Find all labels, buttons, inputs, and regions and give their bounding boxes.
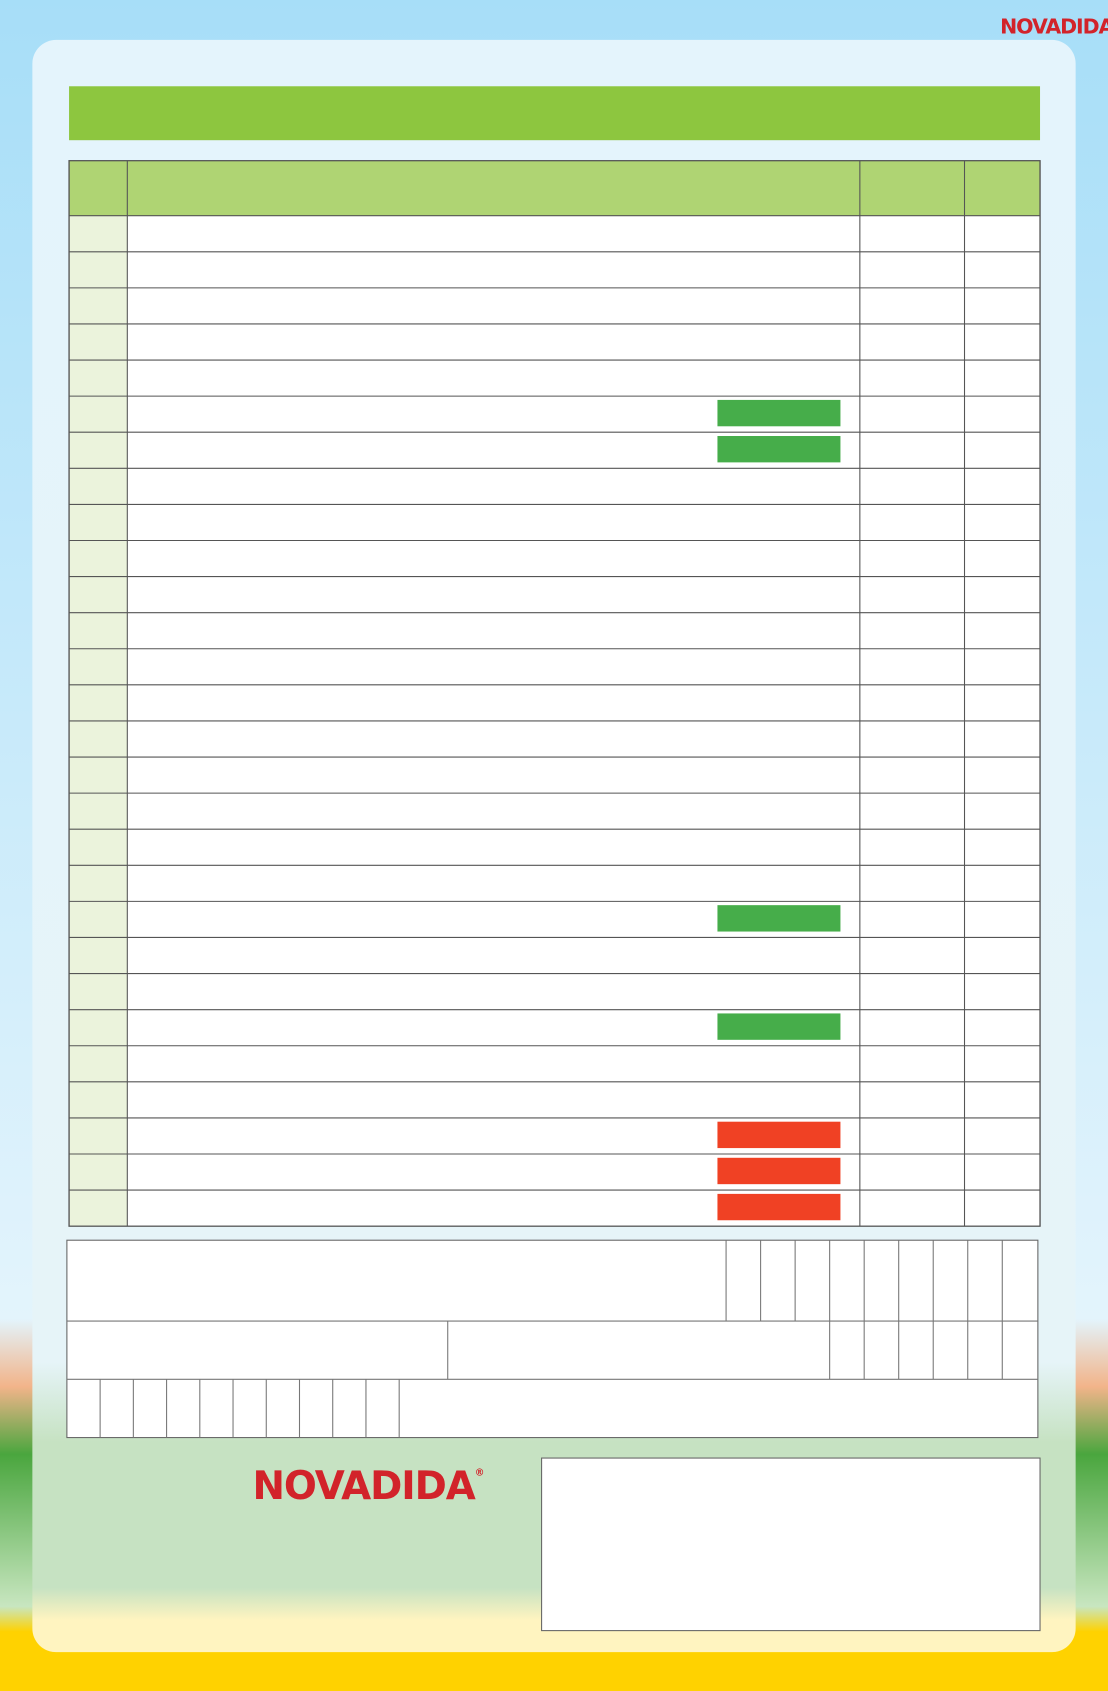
logo-text: NOVADIDA — [1000, 14, 1108, 38]
status-bar — [717, 1193, 841, 1221]
status-bar — [717, 1013, 841, 1040]
table-border — [68, 160, 1041, 1227]
title-bar — [69, 86, 1041, 141]
status-bar — [717, 1157, 841, 1185]
status-bar — [717, 1121, 841, 1149]
status-bar — [717, 399, 841, 427]
box — [66, 1239, 1039, 1439]
bottom-boxes — [66, 1239, 1039, 1439]
logo-mark: ® — [475, 1467, 484, 1478]
header-row — [69, 160, 1041, 216]
stamp-box — [541, 1457, 1041, 1632]
bottom-logo: NOVADIDA® — [252, 1464, 483, 1509]
status-bar — [717, 435, 841, 463]
top-logo: NOVADIDA® — [1000, 14, 1108, 38]
table — [68, 160, 1041, 1227]
status-bar — [717, 905, 841, 932]
logo-text: NOVADIDA — [252, 1464, 475, 1509]
